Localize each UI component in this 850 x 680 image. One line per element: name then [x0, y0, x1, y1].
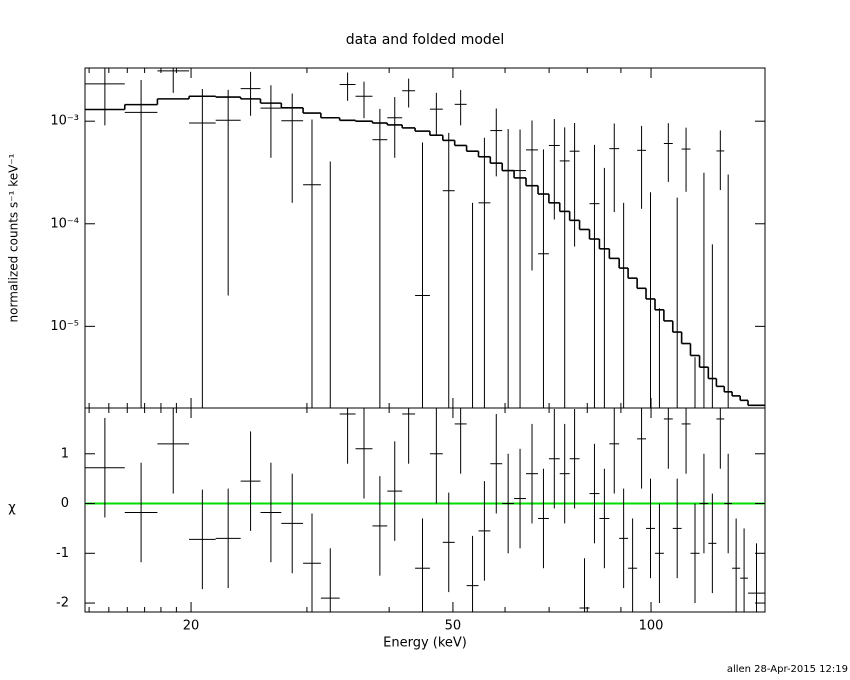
y-tick-label: -1	[56, 546, 69, 561]
y-tick-label: 0	[61, 496, 69, 511]
x-tick-label: 20	[183, 619, 200, 634]
lower-plot	[85, 408, 765, 612]
x-tick-label: 50	[445, 619, 462, 634]
chart-title: data and folded model	[346, 32, 505, 48]
footer: allen 28-Apr-2015 12:19	[727, 664, 848, 675]
y-axis-label: normalized counts s⁻¹ keV⁻¹	[7, 153, 21, 322]
y-tick-label: 10⁻⁴	[50, 216, 79, 231]
x-tick-label: 100	[639, 619, 664, 634]
upper-plot	[85, 68, 765, 408]
y-tick-label: 10⁻⁵	[50, 319, 79, 334]
lower-frame	[84, 407, 766, 613]
y-tick-label: -2	[56, 596, 69, 611]
y-axis-label: χ	[8, 501, 16, 516]
y-tick-label: 1	[61, 446, 69, 461]
upper-frame	[84, 67, 766, 409]
y-tick-label: 10⁻³	[50, 114, 79, 129]
x-axis-label: Energy (keV)	[383, 636, 467, 651]
